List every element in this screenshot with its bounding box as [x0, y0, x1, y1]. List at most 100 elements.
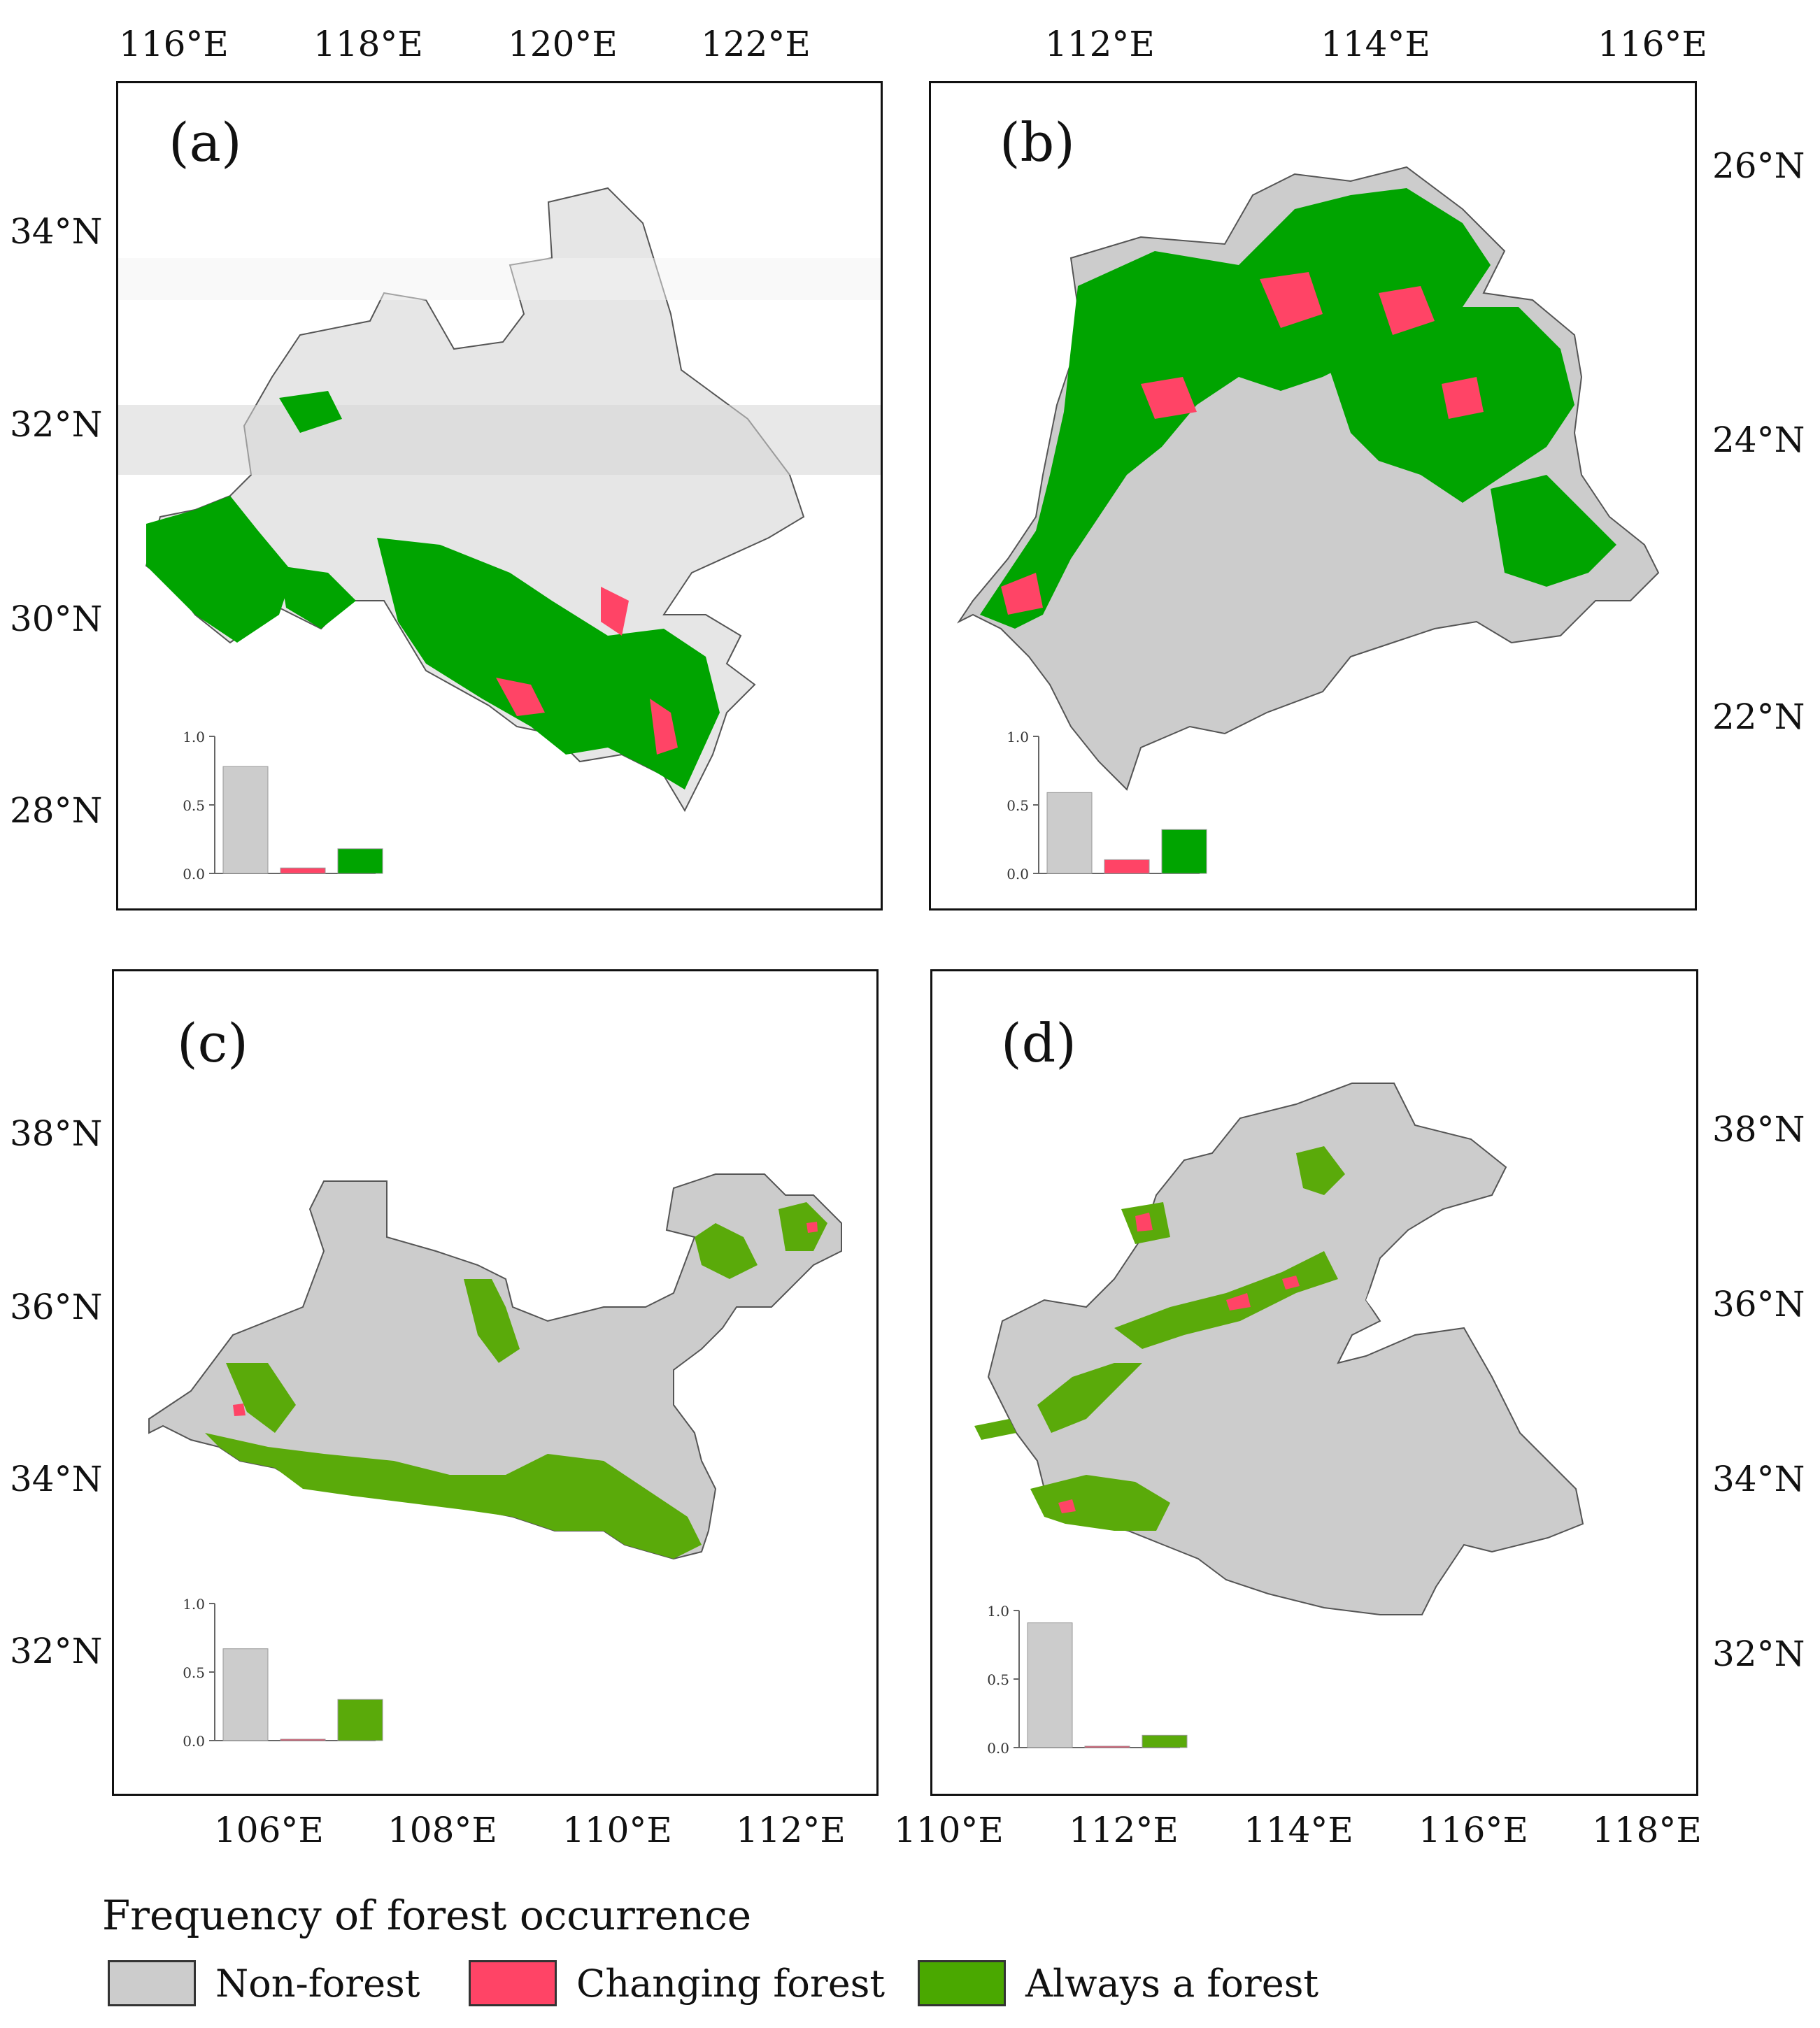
inset-bar-changing-forest	[280, 1738, 326, 1741]
forest-patch-a-1	[146, 496, 293, 643]
region-outline-d	[987, 1083, 1584, 1615]
changing-patch-d-4	[1058, 1499, 1076, 1513]
lat-tick-c-0: 38°N	[10, 1113, 103, 1154]
lon-tick-c-2: 110°E	[562, 1810, 672, 1850]
changing-patch-d-2	[1226, 1293, 1251, 1311]
lat-tick-c-1: 36°N	[10, 1287, 103, 1327]
forest-patch-d-2	[1030, 1475, 1170, 1531]
lon-tick-c-1: 108°E	[388, 1810, 497, 1850]
inset-bar-always-forest	[337, 848, 383, 874]
lon-tick-a-1: 118°E	[313, 24, 423, 64]
inset-bar-chart-d: 1.0 0.5 0.0	[987, 1603, 1188, 1757]
lon-tick-a-0: 116°E	[119, 24, 229, 64]
forest-patch-c-1	[205, 1433, 702, 1559]
lat-tick-d-1: 36°N	[1712, 1284, 1805, 1324]
legend-item-non-forest: Non-forest	[108, 1958, 420, 2008]
inset-bar-always-forest	[1161, 829, 1207, 874]
region-map-d	[974, 1083, 1584, 1615]
forest-patch-b-3	[1491, 475, 1616, 587]
changing-patch-b-2	[1379, 286, 1435, 335]
inset-bar-non-forest	[1046, 792, 1093, 874]
lon-tick-a-3: 122°E	[701, 24, 811, 64]
changing-patch-c-1	[233, 1404, 246, 1416]
lat-tick-a-1: 32°N	[10, 404, 103, 445]
inset-ytick-label: 1.0	[183, 729, 205, 745]
map-panel-d: (d) 1.0 0.5 0.0	[930, 969, 1698, 1796]
inset-ytick-label: 1.0	[987, 1603, 1009, 1620]
panel-label-d: (d)	[1001, 1012, 1076, 1074]
lat-tick-d-3: 32°N	[1712, 1634, 1805, 1674]
inset-ytick-label: 0.0	[1007, 866, 1029, 883]
non-forest-patch-b-1	[1211, 447, 1379, 615]
lat-tick-b-0: 26°N	[1712, 145, 1805, 186]
inset-ytick-label: 1.0	[183, 1596, 205, 1613]
lon-tick-d-3: 116°E	[1419, 1810, 1528, 1850]
changing-patch-d-3	[1282, 1276, 1300, 1290]
map-panel-a: (a) 1.0 0.5 0.0	[116, 81, 883, 911]
changing-patch-a-1	[496, 678, 545, 716]
lat-tick-b-1: 24°N	[1712, 420, 1805, 460]
changing-patch-b-3	[1141, 377, 1197, 419]
inset-bar-non-forest	[222, 766, 269, 874]
forest-patch-a-3	[279, 566, 356, 629]
inset-ytick-label: 0.5	[183, 797, 205, 814]
inset-ytick-label: 0.5	[183, 1664, 205, 1681]
forest-patch-c-3	[464, 1279, 520, 1363]
inset-bar-changing-forest	[1084, 1745, 1130, 1748]
legend-swatch-always-forest	[918, 1960, 1006, 2006]
inset-ytick-label: 0.0	[183, 866, 205, 883]
lat-tick-d-0: 38°N	[1712, 1109, 1805, 1150]
legend-label-non-forest: Non-forest	[215, 1961, 420, 2006]
band-shade-2	[118, 258, 881, 300]
panel-label-c: (c)	[177, 1012, 248, 1074]
forest-patch-c-2	[226, 1363, 296, 1433]
map-panel-b: (b) 1.0 0.5 0.0	[929, 81, 1697, 911]
inset-bar-always-forest	[1142, 1734, 1188, 1748]
inset-bar-chart-a: 1.0 0.5 0.0	[183, 729, 383, 883]
legend-label-changing-forest: Changing forest	[576, 1961, 886, 2006]
changing-patch-a-2	[601, 587, 629, 636]
inset-ytick-label: 0.5	[1007, 797, 1029, 814]
changing-patch-b-5	[1001, 573, 1043, 615]
panel-label-a: (a)	[169, 111, 242, 173]
lat-tick-c-3: 32°N	[10, 1631, 103, 1671]
changing-patch-b-1	[1260, 272, 1323, 328]
panel-label-b: (b)	[1000, 111, 1075, 173]
lat-tick-b-2: 22°N	[1712, 697, 1805, 737]
lon-tick-a-2: 120°E	[508, 24, 618, 64]
region-map-b	[957, 166, 1660, 791]
forest-patch-b-1	[980, 188, 1491, 629]
lon-tick-b-1: 114°E	[1321, 24, 1430, 64]
lon-tick-c-0: 106°E	[214, 1810, 324, 1850]
changing-patch-b-4	[1442, 377, 1484, 419]
legend-label-always-forest: Always a forest	[1025, 1961, 1319, 2006]
lat-tick-a-3: 28°N	[10, 790, 103, 831]
inset-bar-always-forest	[337, 1699, 383, 1741]
lat-tick-d-2: 34°N	[1712, 1459, 1805, 1499]
lon-tick-d-4: 118°E	[1592, 1810, 1702, 1850]
lat-tick-a-0: 34°N	[10, 211, 103, 252]
lon-tick-c-3: 112°E	[736, 1810, 846, 1850]
map-panel-c: (c) 1.0 0.5 0.0	[112, 969, 879, 1796]
forest-patch-c-4	[695, 1223, 758, 1279]
lon-tick-d-0: 110°E	[894, 1810, 1004, 1850]
legend-item-always-forest: Always a forest	[918, 1958, 1318, 2008]
legend-item-changing-forest: Changing forest	[469, 1958, 885, 2008]
region-map-a	[118, 187, 881, 813]
inset-ytick-label: 0.5	[987, 1671, 1009, 1688]
lon-tick-d-2: 114°E	[1244, 1810, 1353, 1850]
forest-patch-a-4	[279, 391, 342, 433]
lat-tick-c-2: 34°N	[10, 1459, 103, 1499]
non-forest-hole-d	[1366, 1251, 1436, 1328]
forest-patch-d-1	[1037, 1363, 1142, 1433]
changing-patch-a-3	[650, 699, 678, 755]
region-map-c	[148, 1173, 842, 1560]
inset-bar-changing-forest	[1104, 859, 1150, 874]
inset-ytick-label: 0.0	[183, 1733, 205, 1750]
changing-patch-c-2	[806, 1222, 818, 1233]
lon-tick-b-0: 112°E	[1045, 24, 1155, 64]
lon-tick-b-2: 116°E	[1598, 24, 1707, 64]
forest-patch-d-6	[974, 1419, 1016, 1440]
legend-swatch-non-forest	[108, 1960, 196, 2006]
band-shade-1	[118, 405, 881, 475]
